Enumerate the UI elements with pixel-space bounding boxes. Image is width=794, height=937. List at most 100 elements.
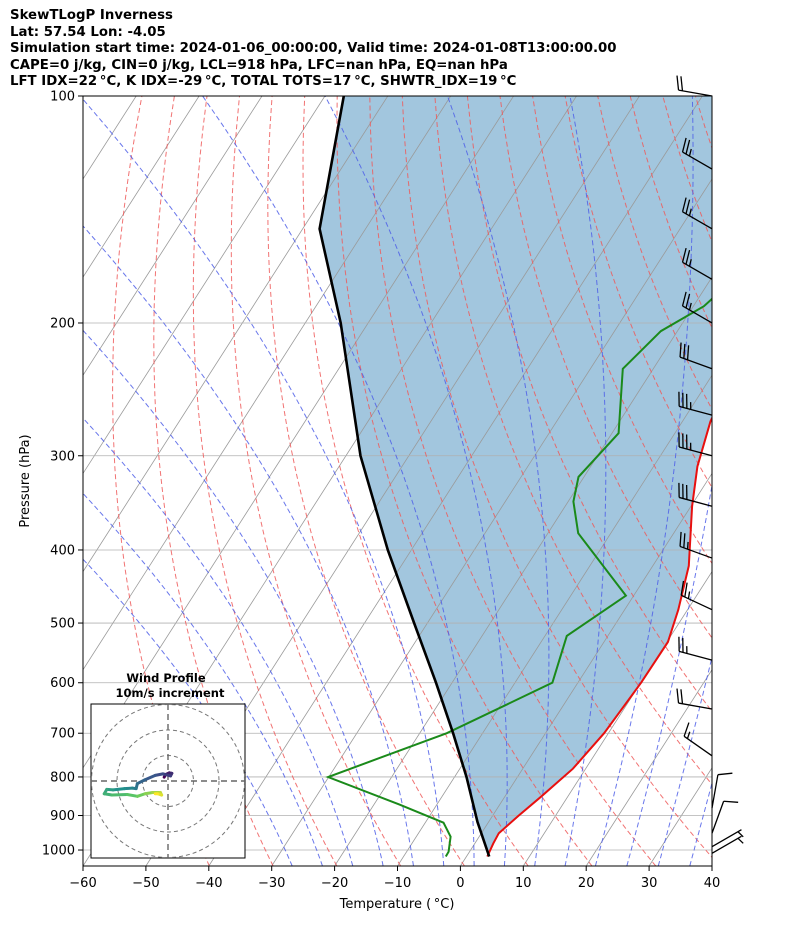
moist-adiabat [83, 492, 323, 866]
mixing-ratio-line [83, 96, 452, 671]
moist-adiabat [447, 96, 550, 866]
profile-lines [318, 96, 712, 858]
hodograph-segment [143, 773, 157, 782]
wind-barb-flag [680, 76, 684, 91]
dry-adiabat [192, 96, 338, 866]
wind-barb [679, 342, 713, 370]
wind-barb-staff [680, 594, 713, 611]
wind-barb-flag [680, 689, 684, 704]
wind-barb-flag [686, 345, 690, 360]
x-tick-label: 10 [515, 876, 532, 891]
hodograph-segment [125, 793, 139, 798]
wind-barb-staff [678, 496, 713, 507]
wind-barb [681, 137, 713, 170]
wind-barb [681, 291, 713, 324]
wind-barb [679, 531, 713, 559]
y-tick-label: 300 [50, 449, 75, 464]
wind-barb-half-flag [686, 541, 689, 550]
chart-title: SkewTLogP Inverness [10, 8, 173, 23]
wind-barb-staff [678, 405, 713, 416]
x-tick-label: −60 [69, 876, 96, 891]
mixing-ratio-line [334, 276, 712, 866]
x-tick-label: 20 [578, 876, 595, 891]
dry-adiabat [761, 96, 794, 866]
x-tick-label: 0 [456, 876, 464, 891]
wind-barb-staff [682, 151, 713, 170]
moist-adiabat [657, 655, 712, 866]
y-tick-label: 900 [50, 809, 75, 824]
x-axis-ticks: −60 −50 −40 −30 −20 −10 0 10 20 30 40 [69, 866, 720, 891]
temperature-line [486, 416, 712, 857]
wind-barb [683, 722, 713, 757]
wind-barb [711, 835, 744, 854]
x-tick-label: 40 [704, 876, 721, 891]
mixing-ratio-line [83, 96, 326, 475]
mixing-ratio-line [585, 668, 712, 866]
dry-adiabat [230, 96, 402, 866]
wind-barb-flag [717, 772, 733, 776]
wind-barb [678, 432, 713, 457]
wind-barb [676, 75, 713, 97]
dry-adiabat [369, 96, 657, 866]
moist-adiabat [83, 329, 384, 866]
wind-barb-flag [681, 197, 687, 212]
wind-barb [681, 247, 713, 280]
wind-barb-half-flag [687, 591, 691, 599]
dry-adiabat [499, 96, 712, 639]
wind-barb-staff [711, 774, 719, 809]
x-tick-label: 30 [641, 876, 658, 891]
dry-adiabat [267, 96, 465, 866]
wind-barb-staff [678, 446, 713, 457]
wind-barb [711, 772, 733, 809]
dry-adiabat [564, 96, 712, 489]
x-axis-label: Temperature ( °C) [339, 897, 455, 912]
hodograph-segment [111, 787, 127, 792]
convective-parameters: CAPE=0 j/kg, CIN=0 j/kg, LCL=918 hPa, LF… [10, 57, 508, 73]
wind-barb-half-flag [688, 148, 692, 157]
wind-barb-staff [678, 89, 713, 97]
wind-barb [678, 391, 713, 416]
wind-barb [678, 636, 713, 661]
wind-barb-flag [679, 342, 682, 358]
mixing-ratio-line [522, 570, 712, 866]
wind-barb [681, 197, 713, 230]
wind-profile-subtitle: 10m/s increment [116, 686, 225, 700]
wind-barb-staff [711, 835, 742, 854]
parcel-temperature-fill [319, 96, 712, 857]
mixing-ratio-line [83, 96, 389, 573]
mixing-ratio-line [397, 374, 712, 866]
wind-barb-flag [683, 343, 686, 359]
moist-adiabat [753, 96, 794, 866]
wind-barb-staff [711, 829, 742, 848]
moist-adiabats [83, 96, 794, 866]
wind-barb-staff [679, 545, 713, 559]
wind-barb-flag [685, 199, 691, 214]
parcel-area-fill [319, 96, 712, 857]
mixing-ratio-line [460, 472, 712, 866]
mixing-ratio-line [711, 865, 712, 866]
wind-barb-staff [682, 261, 713, 280]
wind-barb-half-flag [688, 302, 692, 311]
mixing-ratio-line [775, 96, 794, 866]
mixing-ratio-line [271, 178, 712, 866]
dry-adiabat [302, 96, 529, 866]
wind-barb-flag [679, 531, 682, 547]
mixing-ratio-line [83, 96, 263, 377]
hodograph [91, 704, 245, 858]
mixing-ratio-line [208, 96, 703, 866]
wind-barb-half-flag [688, 259, 692, 267]
wind-barb [711, 800, 739, 834]
wind-barb [711, 829, 744, 848]
mixing-ratio-line [83, 96, 200, 278]
wind-barb-flag [685, 249, 691, 265]
simulation-times: Simulation start time: 2024-01-06_00:00:… [10, 41, 617, 57]
wind-barb-flag [676, 75, 680, 91]
wind-barb [680, 580, 713, 611]
y-tick-label: 800 [50, 770, 75, 785]
moist-adiabat [83, 417, 354, 866]
dry-adiabat [336, 96, 593, 866]
wind-barb-flag [683, 533, 686, 548]
x-tick-label: −40 [195, 876, 222, 891]
location-coordinates: Lat: 57.54 Lon: -4.05 [10, 24, 166, 40]
moist-adiabat [626, 482, 712, 866]
